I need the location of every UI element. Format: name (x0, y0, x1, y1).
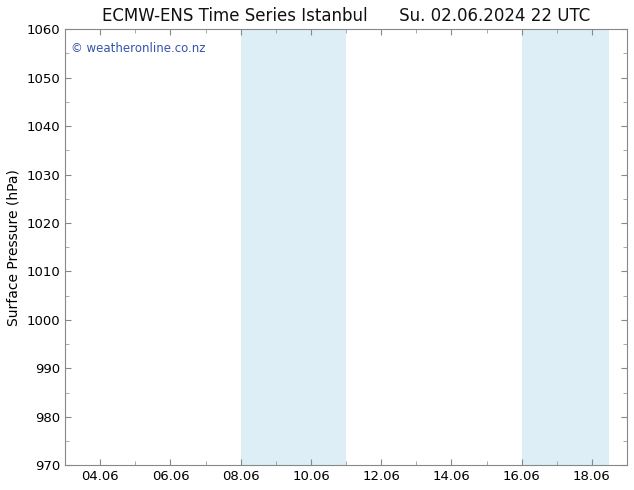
Text: © weatheronline.co.nz: © weatheronline.co.nz (71, 42, 205, 55)
Bar (557, 29, 609, 465)
Title: ECMW-ENS Time Series Istanbul      Su. 02.06.2024 22 UTC: ECMW-ENS Time Series Istanbul Su. 02.06.… (102, 7, 590, 25)
Bar (241, 29, 294, 465)
Bar (522, 29, 557, 465)
Bar (294, 29, 346, 465)
Y-axis label: Surface Pressure (hPa): Surface Pressure (hPa) (7, 169, 21, 326)
